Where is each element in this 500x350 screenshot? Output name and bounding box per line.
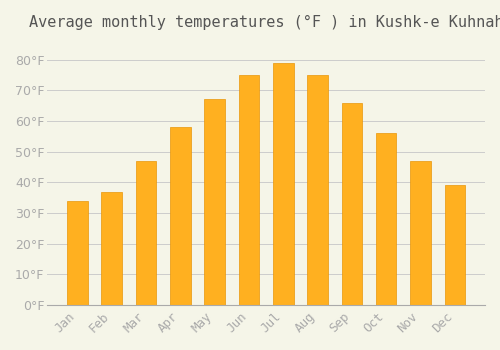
Bar <box>102 191 122 305</box>
Bar <box>204 99 225 305</box>
Bar <box>444 186 465 305</box>
Bar <box>410 161 431 305</box>
Title: Average monthly temperatures (°F ) in Kushk-e Kuhnah: Average monthly temperatures (°F ) in Ku… <box>29 15 500 30</box>
Bar <box>170 127 190 305</box>
Bar <box>376 133 396 305</box>
Bar <box>238 75 260 305</box>
Bar <box>67 201 88 305</box>
Bar <box>308 75 328 305</box>
Bar <box>136 161 156 305</box>
Bar <box>342 103 362 305</box>
Bar <box>273 63 293 305</box>
